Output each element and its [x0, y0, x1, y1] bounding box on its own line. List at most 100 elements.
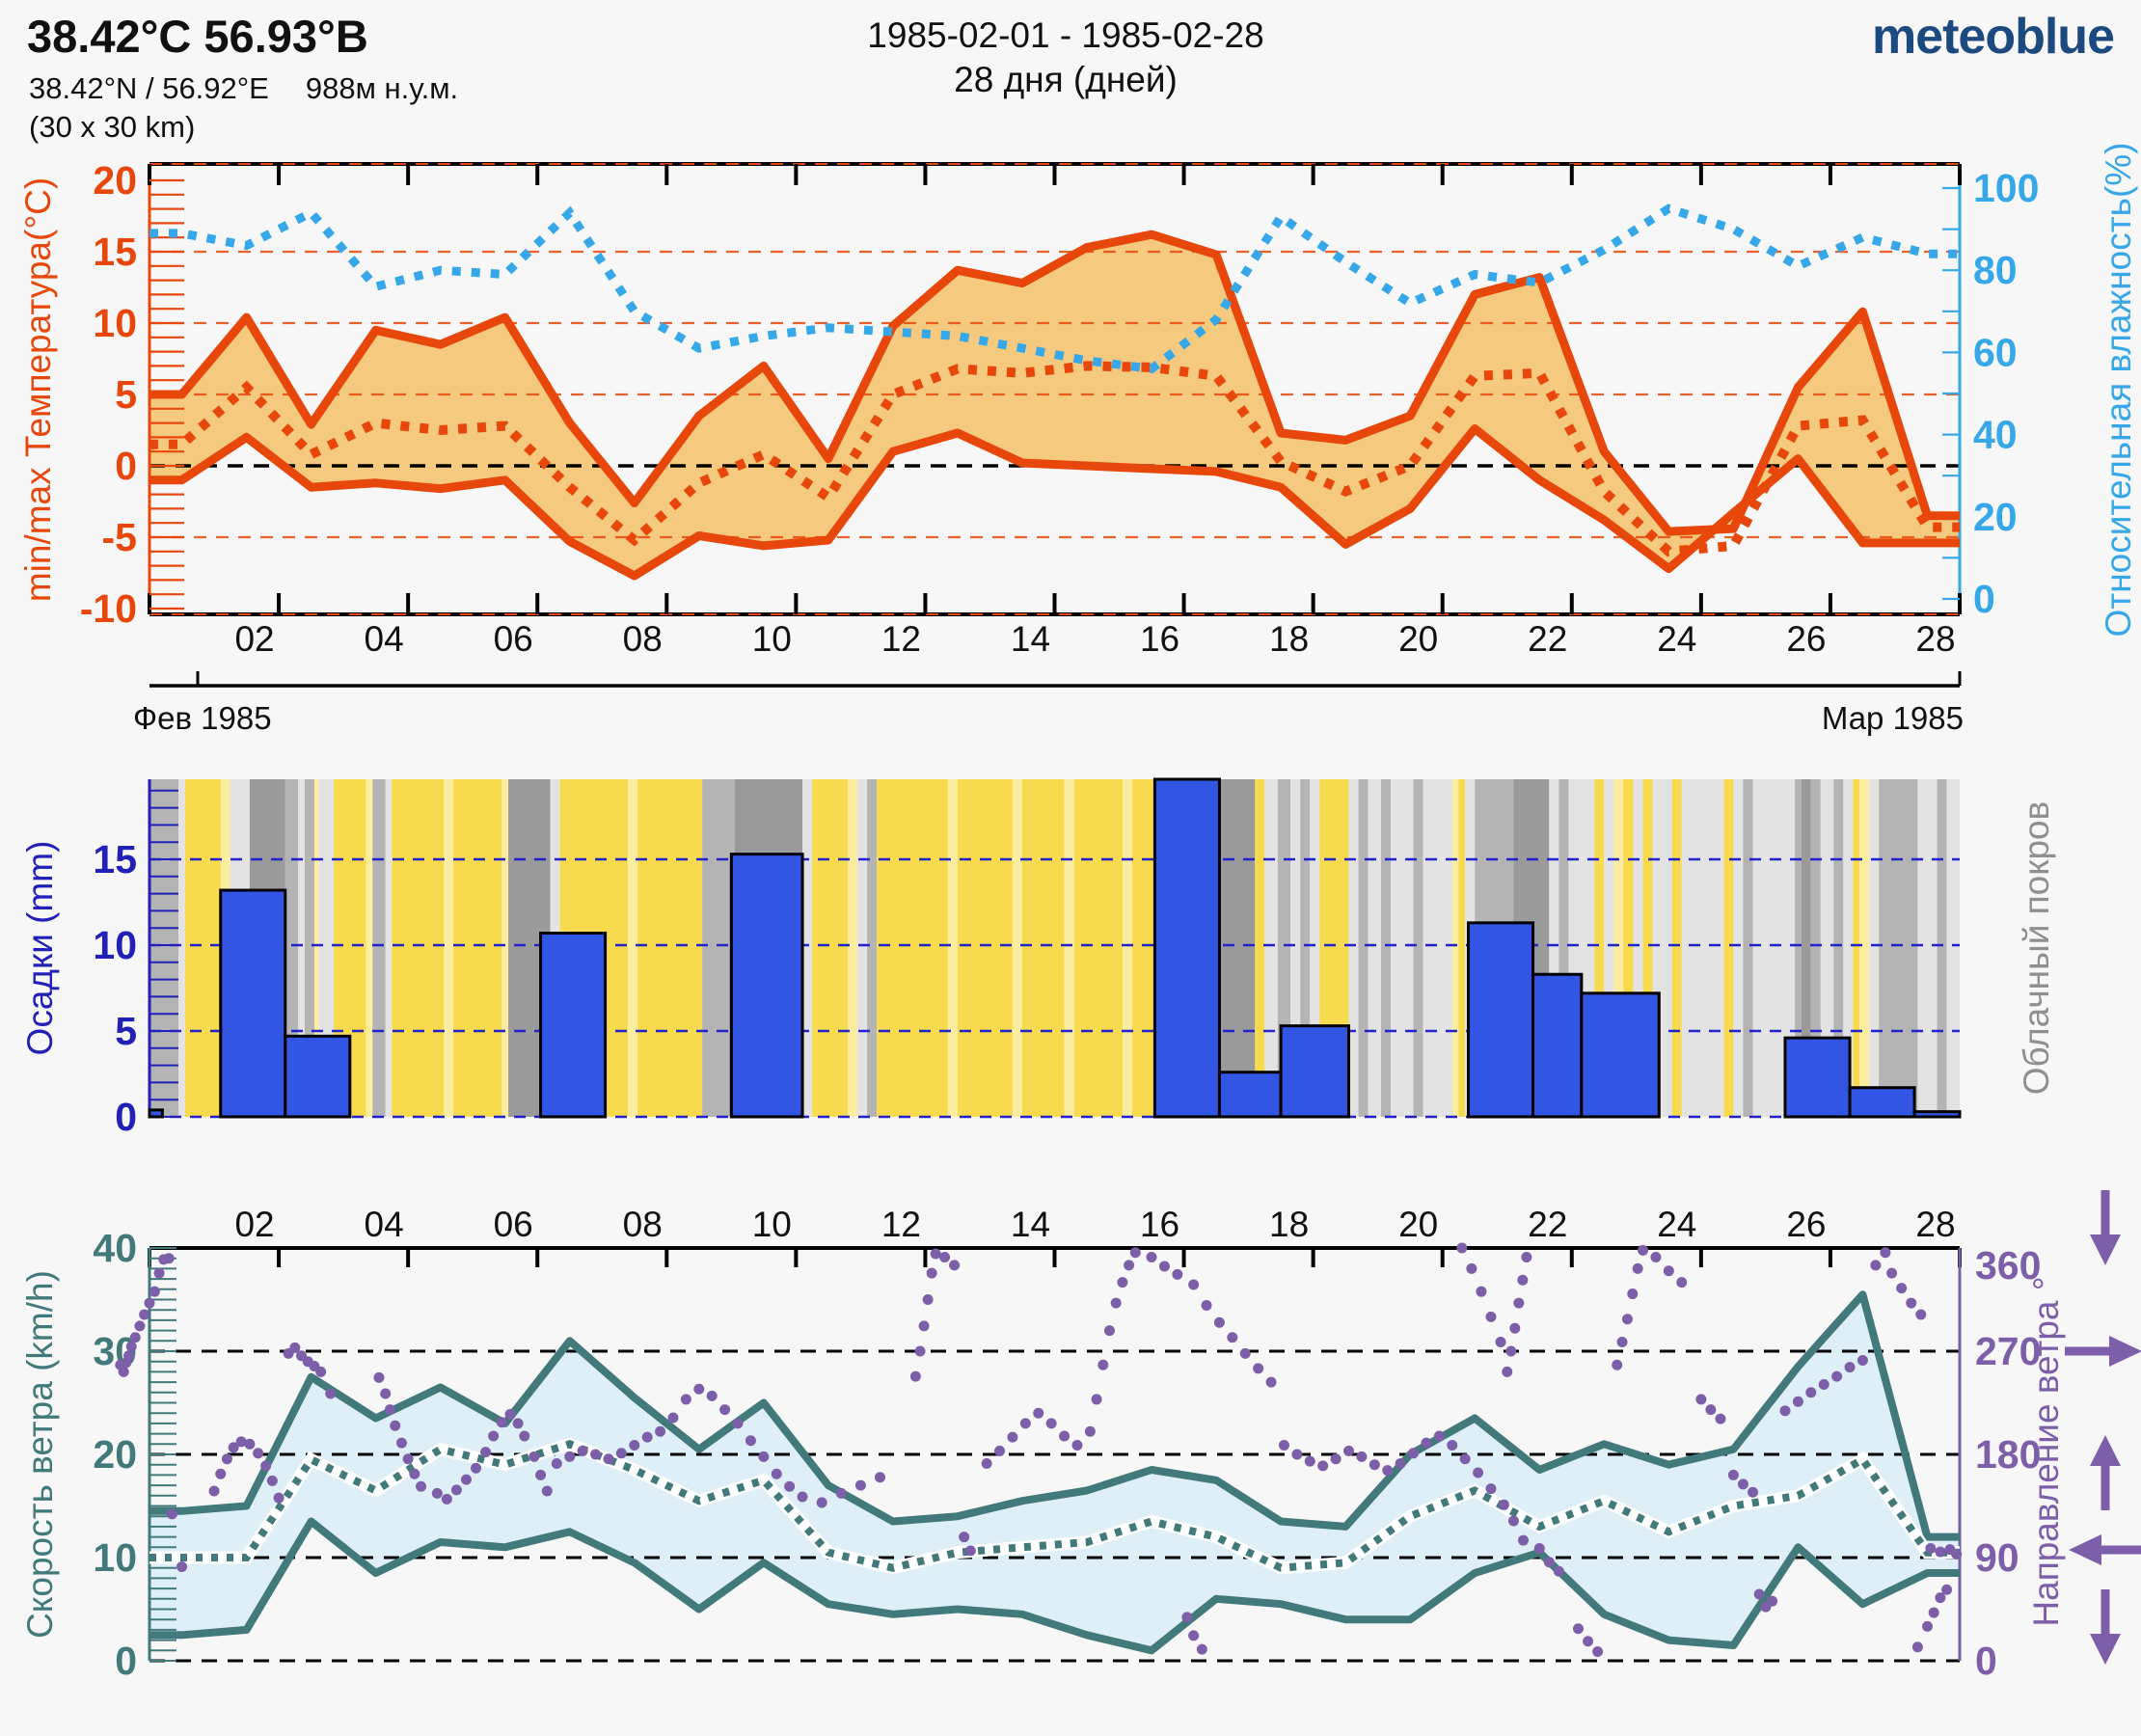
cloud-cover-band [1937, 779, 1947, 1117]
svg-text:20: 20 [1398, 619, 1438, 659]
svg-text:0: 0 [1973, 577, 1995, 621]
cloud-cover-band [1064, 779, 1074, 1117]
precipitation-bar [1152, 777, 1221, 1119]
cloud-cover-band [1594, 779, 1605, 1117]
cloud-cover-band [1946, 779, 1960, 1117]
svg-text:26: 26 [1786, 1205, 1826, 1244]
cloud-cover-band [877, 779, 948, 1117]
cloud-cover-band [313, 779, 319, 1117]
cloud-cover-band [1671, 779, 1682, 1117]
precipitation-bar [219, 888, 287, 1119]
arrow-down-icon [2090, 1589, 2121, 1665]
cloud-cover-band [1833, 779, 1844, 1117]
cloud-cover-band [957, 779, 1013, 1117]
axis-title-humidity: Относительная влажность(%) [2099, 142, 2138, 637]
axis-title-winddirection: Направление ветра ° [2026, 1276, 2066, 1627]
cloud-cover-band [298, 779, 305, 1117]
cloud-cover-band [702, 779, 735, 1117]
svg-text:-10: -10 [80, 586, 137, 631]
svg-text:180: 180 [1975, 1432, 2041, 1477]
svg-text:26: 26 [1786, 619, 1826, 659]
cloud-cover-band [318, 779, 335, 1117]
cloud-cover-band [1795, 779, 1802, 1117]
svg-text:-5: -5 [102, 515, 137, 559]
svg-text:270: 270 [1975, 1329, 2041, 1373]
axis-title-temperature: min/max Температура(°C) [18, 176, 58, 603]
wind-direction-scatter [115, 1242, 1963, 1657]
cloud-cover-band [385, 779, 393, 1117]
svg-text:16: 16 [1140, 619, 1179, 659]
cloud-cover-band [1558, 779, 1569, 1117]
svg-text:24: 24 [1657, 1205, 1696, 1244]
cloud-cover-band [1917, 779, 1938, 1117]
svg-text:28: 28 [1915, 619, 1955, 659]
cloud-cover-band [1853, 779, 1860, 1117]
cloud-cover-band [372, 779, 386, 1117]
svg-text:04: 04 [365, 619, 404, 659]
svg-text:02: 02 [234, 1205, 274, 1244]
svg-text:14: 14 [1011, 619, 1050, 659]
cloud-cover-band [1623, 779, 1634, 1117]
svg-text:12: 12 [881, 619, 921, 659]
svg-text:10: 10 [93, 1535, 137, 1580]
cloud-cover-band [1290, 779, 1301, 1117]
cloud-cover-band [1820, 779, 1834, 1117]
cloud-cover-band [1122, 779, 1132, 1117]
svg-text:10: 10 [752, 619, 792, 659]
cloud-cover-band [1843, 779, 1854, 1117]
precipitation-bar [1279, 1024, 1351, 1119]
precipitation-bar [284, 1034, 352, 1119]
cloud-cover-band [1358, 779, 1369, 1117]
cloud-cover-band [392, 779, 445, 1117]
svg-text:0: 0 [1975, 1639, 1997, 1683]
grid-resolution: (30 x 30 km) [29, 110, 196, 144]
wind-panel: 02 04 06 08 10 12 14 16 18 20 22 24 26 28403020100360… [93, 1190, 2141, 1683]
cloud-cover-band [812, 779, 848, 1117]
svg-text:15: 15 [93, 837, 137, 882]
precipitation-bar [539, 932, 608, 1119]
svg-text:20: 20 [93, 1432, 137, 1477]
svg-text:10: 10 [93, 923, 137, 967]
cloud-cover-band [1733, 779, 1744, 1117]
svg-text:16: 16 [1140, 1205, 1179, 1244]
precipitation-bar [1848, 1086, 1916, 1119]
svg-text:360: 360 [1975, 1243, 2041, 1288]
cloud-cover-band [1131, 779, 1155, 1117]
arrow-down-icon [2090, 1190, 2121, 1265]
svg-text:28: 28 [1915, 1205, 1955, 1244]
month-label-mar: Мар 1985 [1821, 700, 1964, 736]
svg-text:0: 0 [115, 1095, 137, 1139]
cloud-cover-band [1264, 779, 1278, 1117]
cloud-cover-band [1451, 779, 1459, 1117]
svg-text:10: 10 [93, 301, 137, 345]
cloud-cover-band [1391, 779, 1414, 1117]
cloud-cover-band [453, 779, 502, 1117]
coordinates: 38.42°N / 56.92°E [29, 71, 269, 105]
precipitation-bar [1912, 1110, 1962, 1119]
cloud-cover-band [1348, 779, 1359, 1117]
precipitation-bar [1783, 1036, 1852, 1119]
cloud-cover-band [1368, 779, 1382, 1117]
cloud-cover-band [1300, 779, 1311, 1117]
svg-text:22: 22 [1528, 1205, 1567, 1244]
svg-text:02: 02 [234, 619, 274, 659]
precipitation-bar [1467, 921, 1535, 1119]
svg-text:08: 08 [623, 1205, 663, 1244]
cloud-cover-band [1413, 779, 1423, 1117]
cloud-cover-band [628, 779, 638, 1117]
precipitation-panel: 15 10 5 0 [93, 777, 1962, 1139]
arrow-up-icon [2090, 1435, 2121, 1510]
precipitation-bar [1531, 972, 1584, 1119]
svg-text:5: 5 [115, 1009, 137, 1053]
precipitation-bar [148, 1108, 164, 1119]
svg-text:100: 100 [1973, 166, 2039, 210]
svg-text:06: 06 [494, 619, 533, 659]
svg-text:20: 20 [93, 158, 137, 203]
svg-text:0: 0 [115, 444, 137, 488]
cloud-cover-band [802, 779, 813, 1117]
svg-text:20: 20 [1398, 1205, 1438, 1244]
svg-text:90: 90 [1975, 1535, 2019, 1580]
cloud-cover-band [1255, 779, 1265, 1117]
cloud-cover-band [1723, 779, 1734, 1117]
